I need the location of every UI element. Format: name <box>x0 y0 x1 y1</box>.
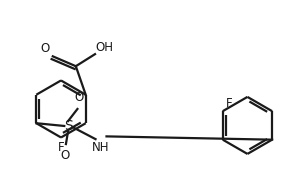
Text: F: F <box>58 141 64 154</box>
Text: S: S <box>64 119 72 133</box>
Text: OH: OH <box>95 41 114 54</box>
Text: O: O <box>74 91 83 104</box>
Text: O: O <box>60 149 69 162</box>
Text: NH: NH <box>92 141 110 154</box>
Text: O: O <box>40 42 50 55</box>
Text: F: F <box>225 96 232 110</box>
